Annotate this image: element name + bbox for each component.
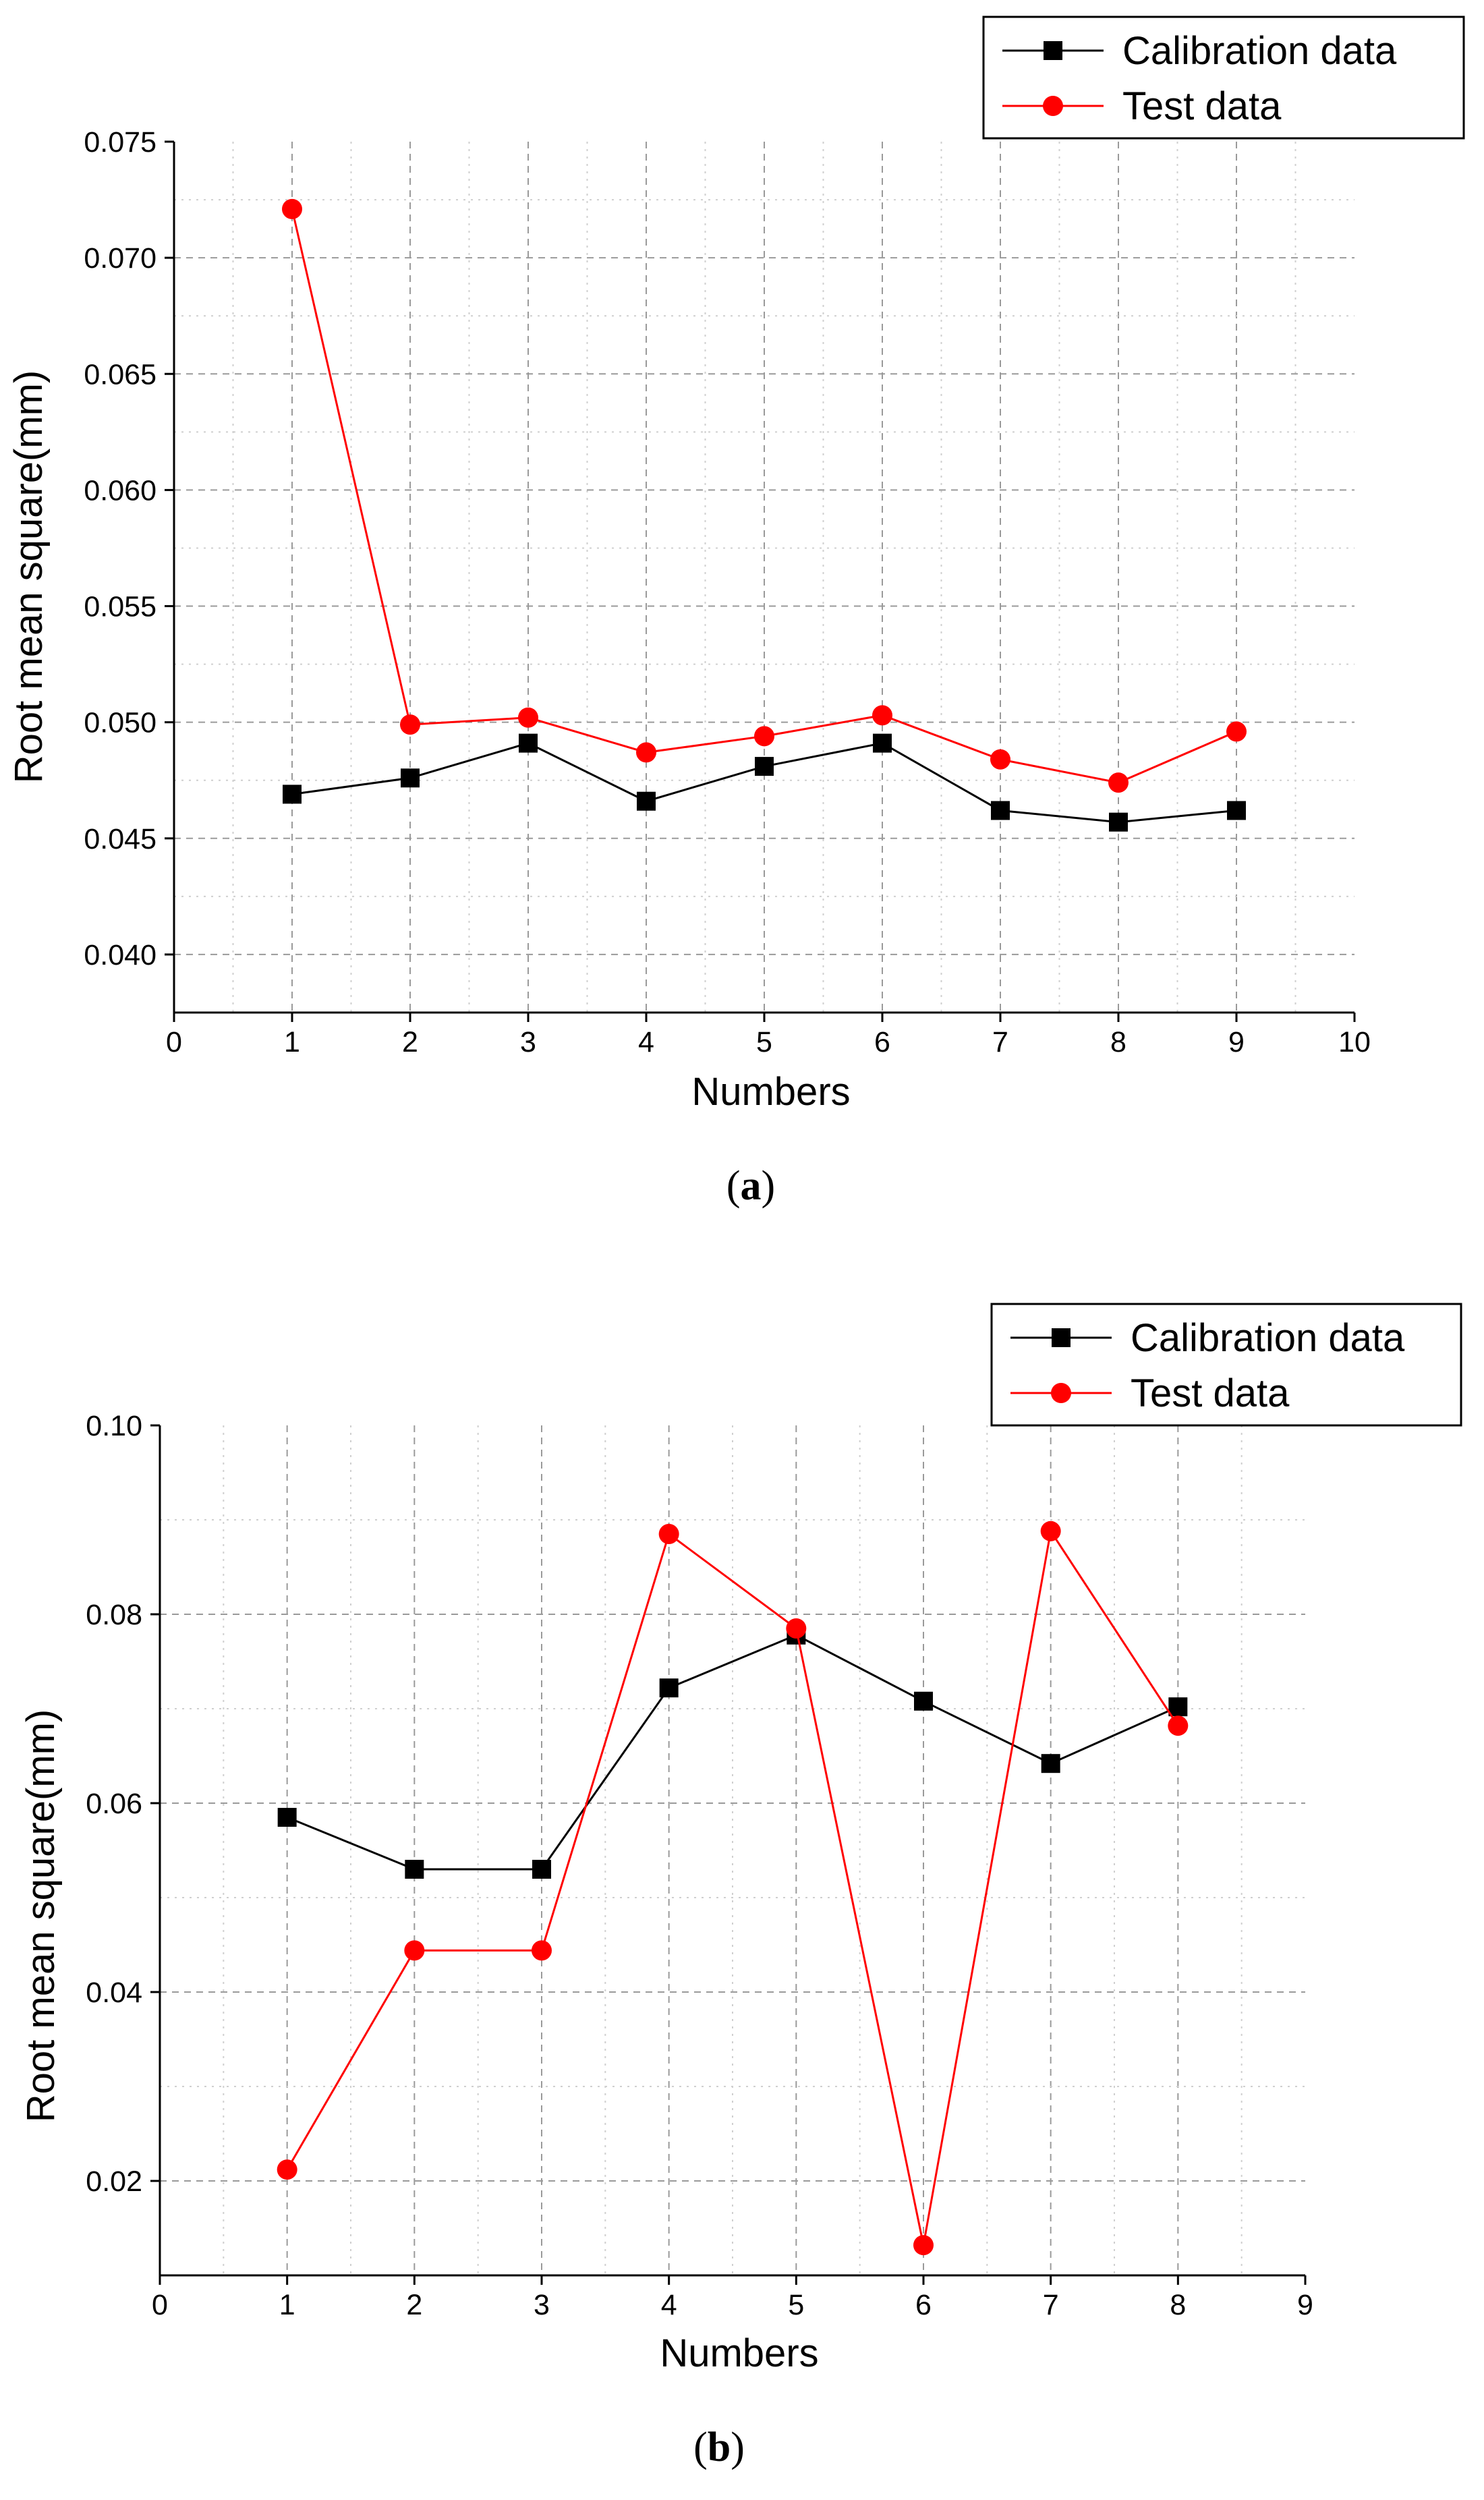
data-point-calibration [914,1691,933,1711]
legend-marker-circle [1043,96,1063,116]
data-point-test [400,714,420,735]
data-point-calibration [1227,801,1246,820]
x-tick-label: 8 [1170,2289,1186,2321]
x-tick-label: 7 [992,1026,1008,1058]
data-point-calibration [1109,812,1128,832]
x-tick-label: 5 [756,1026,772,1058]
x-tick-label: 0 [152,2289,168,2321]
data-point-test [990,749,1010,770]
data-point-test [532,1940,552,1961]
x-tick-label: 6 [874,1026,890,1058]
legend-label: Calibration data [1131,1316,1405,1360]
legend-box [990,1303,1462,1427]
y-tick-label: 0.02 [86,2165,142,2198]
x-tick-label: 9 [1297,2289,1313,2321]
data-point-calibration [532,1860,551,1879]
data-point-test [1040,1521,1061,1541]
x-tick-label: 7 [1043,2289,1059,2321]
x-tick-label: 4 [661,2289,677,2321]
y-tick-label: 0.065 [84,358,156,391]
x-tick-label: 1 [279,2289,295,2321]
data-point-calibration [1041,1754,1060,1773]
series-line-calibration [287,1634,1178,1871]
data-point-calibration [659,1678,679,1698]
data-point-calibration [1168,1697,1188,1717]
data-point-test [786,1618,807,1639]
y-axis-title: Root mean square(mm) [19,1709,63,2122]
x-tick-label: 1 [284,1026,300,1058]
legend-label: Calibration data [1122,29,1397,73]
data-point-calibration [283,785,302,804]
y-tick-label: 0.045 [84,823,156,855]
y-tick-label: 0.075 [84,126,156,159]
x-tick-label: 8 [1110,1026,1126,1058]
legend-marker-circle [1051,1383,1071,1403]
x-tick-label: 10 [1338,1026,1371,1058]
series-line-test [286,1528,1179,2246]
caption-letter: a [741,1163,762,1209]
caption-letter: b [708,2424,731,2470]
y-axis-title: Root mean square(mm) [7,370,51,783]
data-point-calibration [755,757,774,776]
data-point-test [404,1940,425,1961]
data-point-test [1226,721,1247,742]
data-point-test [1168,1715,1189,1736]
data-point-test [282,198,302,219]
data-point-test [518,707,538,728]
x-tick-label: 3 [520,1026,536,1058]
legend-label: Test data [1131,1371,1290,1415]
x-tick-label: 9 [1228,1026,1245,1058]
y-tick-label: 0.060 [84,474,156,507]
data-point-test [1108,772,1129,793]
data-point-calibration [637,791,656,811]
x-tick-label: 4 [638,1026,654,1058]
x-axis-title: Numbers [691,1070,850,1114]
y-tick-label: 0.055 [84,591,156,623]
legend-marker-square [1052,1328,1071,1347]
figure-caption: (a) [726,1163,775,1209]
data-point-test [872,705,892,726]
y-tick-label: 0.040 [84,939,156,971]
y-tick-label: 0.06 [86,1788,142,1820]
y-tick-label: 0.04 [86,1977,142,2009]
legend-marker-square [1044,41,1062,60]
figure-caption: (b) [693,2424,745,2470]
data-point-calibration [991,801,1010,820]
chart-a: 0 1 2 3 4 5 6 7 8 9 10 0.040 0.045 0.050 0.055 0.060 0.0… [7,16,1465,1209]
data-point-calibration [519,733,538,753]
x-tick-label: 2 [402,1026,418,1058]
data-point-calibration [873,733,892,753]
y-tick-label: 0.050 [84,707,156,739]
data-point-calibration [401,768,420,788]
y-tick-label: 0.070 [84,242,156,275]
data-point-test [636,742,656,763]
x-tick-label: 5 [788,2289,804,2321]
legend-box [982,16,1465,140]
x-tick-label: 0 [166,1026,182,1058]
y-tick-label: 0.10 [86,1410,142,1442]
data-point-test [658,1524,679,1544]
x-tick-label: 3 [534,2289,550,2321]
data-point-test [913,2235,934,2256]
x-axis-title: Numbers [660,2331,818,2375]
legend-label: Test data [1122,84,1282,128]
data-point-calibration [405,1860,424,1879]
chart-b: 0 1 2 3 4 5 6 7 8 9 0.02 0.04 0.06 0.08 0.10 Numbers Roo… [19,1303,1462,2470]
data-point-test [277,2159,297,2180]
x-tick-label: 2 [406,2289,422,2321]
y-tick-label: 0.08 [86,1599,142,1631]
x-tick-label: 6 [915,2289,932,2321]
data-point-calibration [277,1808,297,1827]
data-point-test [754,726,774,747]
